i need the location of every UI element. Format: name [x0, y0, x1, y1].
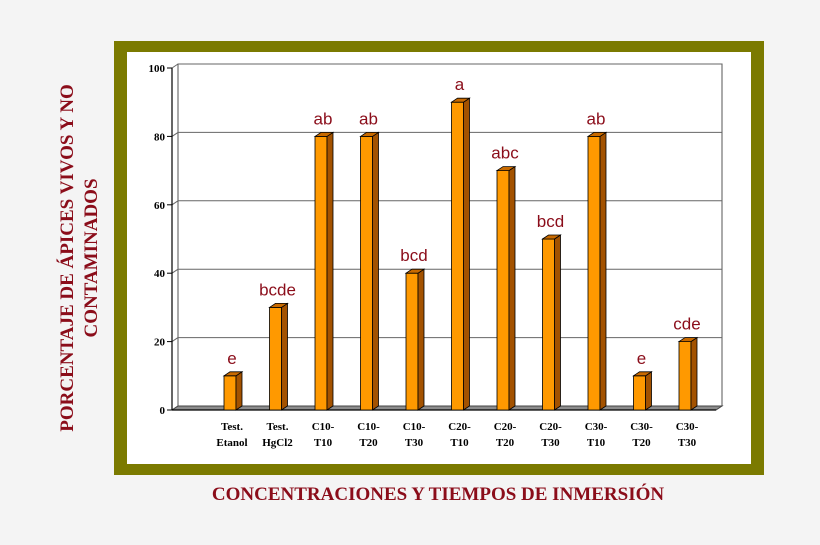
bar-annotation: bcde	[259, 280, 296, 299]
bar-annotation: abc	[491, 144, 519, 163]
bar-front	[496, 170, 510, 411]
bar-top	[586, 131, 608, 137]
bar-annotation: ab	[359, 109, 378, 128]
bar-front	[542, 238, 555, 411]
y-tick-label: 60	[154, 200, 166, 212]
bar-annotation: ab	[587, 109, 606, 128]
bar-front	[587, 135, 601, 411]
bar-annotation: a	[455, 75, 465, 94]
x-tick-label: C10-T20	[357, 421, 380, 449]
bar-side	[508, 165, 516, 411]
bar-annotation: cde	[673, 315, 700, 334]
bar	[541, 234, 562, 411]
bar-top	[632, 371, 653, 377]
bar	[359, 131, 380, 411]
x-tick-label: C20-T30	[539, 421, 562, 449]
bar	[632, 371, 653, 411]
bar-top	[677, 337, 699, 343]
gridline-depth	[171, 337, 179, 343]
bar	[313, 131, 335, 411]
gridline-depth	[171, 63, 179, 69]
bar	[495, 165, 517, 411]
gridline-depth	[171, 268, 179, 274]
bar-top	[541, 234, 562, 240]
bar-side	[599, 131, 607, 411]
bar-front	[451, 101, 464, 411]
x-tick-label: C10-T30	[403, 421, 426, 449]
bar-front	[223, 375, 237, 411]
bar-annotation: e	[227, 349, 236, 368]
bar-top	[313, 131, 335, 137]
bar-side	[372, 131, 379, 411]
bar-front	[405, 272, 419, 411]
bar-side	[326, 131, 334, 411]
bar	[586, 131, 608, 411]
bar-front	[678, 341, 692, 411]
bar	[677, 336, 699, 411]
bar-annotation: ab	[314, 109, 333, 128]
y-axis-label: PORCENTAJE DE ÁPICES VIVOS Y NO CONTAMIN…	[57, 84, 102, 432]
y-tick-label: 40	[154, 268, 166, 280]
bar-side	[417, 268, 425, 411]
bar-front	[269, 306, 282, 411]
bar-top	[450, 97, 471, 103]
x-tick-label: Test. Etanol	[216, 421, 247, 449]
x-tick-label: C20-T10	[448, 421, 471, 449]
bar-side	[281, 302, 288, 411]
bar-side	[690, 336, 698, 411]
y-tick-label: 80	[154, 131, 166, 143]
bar-side	[235, 371, 243, 411]
bar-annotation: bcd	[537, 212, 564, 231]
gridline-depth	[171, 131, 179, 137]
bar-side	[645, 371, 652, 411]
bar-side	[554, 234, 561, 411]
x-tick-label: Test. HgCl2	[262, 421, 293, 449]
bar-top	[495, 166, 517, 172]
bar-top	[404, 268, 426, 274]
plot-back-wall	[177, 63, 723, 407]
bar-top	[268, 302, 289, 308]
bar	[450, 97, 471, 411]
gridline-depth	[171, 200, 179, 206]
x-tick-label: C30-T30	[676, 421, 699, 449]
bar-annotation: bcd	[400, 246, 427, 265]
bar	[268, 302, 289, 411]
y-tick-label: 100	[149, 63, 166, 75]
bar-annotation: e	[637, 349, 646, 368]
bar	[222, 371, 244, 411]
bar-top	[359, 131, 380, 137]
bar-side	[463, 97, 470, 411]
y-tick-label: 20	[154, 337, 166, 349]
y-tick-label: 0	[160, 405, 166, 417]
x-axis-label: CONCENTRACIONES Y TIEMPOS DE INMERSIÓN	[211, 484, 665, 505]
x-tick-label: C30-T20	[630, 421, 653, 449]
x-tick-label: C10-T10	[312, 421, 335, 449]
x-tick-label: C30-T10	[585, 421, 608, 449]
bar-top	[222, 371, 244, 377]
bar-front	[360, 135, 373, 411]
bar-front	[633, 375, 646, 411]
bar	[404, 268, 426, 411]
x-tick-label: C20-T20	[494, 421, 517, 449]
bar-front	[314, 135, 328, 411]
